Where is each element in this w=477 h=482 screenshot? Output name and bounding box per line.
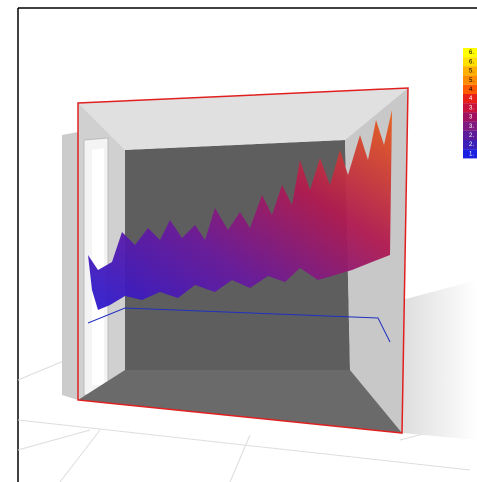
legend-label: 5. (469, 78, 474, 84)
legend-label: 2. (469, 133, 474, 139)
legend-label: 5. (469, 69, 474, 75)
legend-label: 1. (469, 151, 474, 157)
legend: 6.6.5.5.4.43.33.2.2.1. (463, 48, 477, 158)
legend-label: 6. (469, 50, 474, 56)
legend-label: 3. (469, 105, 474, 111)
legend-label: 6. (469, 59, 474, 65)
scene-viewport: 6.6.5.5.4.43.33.2.2.1. (0, 0, 477, 482)
shadow (402, 280, 477, 440)
legend-label: 2. (469, 142, 474, 148)
legend-label: 3. (469, 124, 474, 130)
legend-label: 4. (469, 87, 474, 93)
